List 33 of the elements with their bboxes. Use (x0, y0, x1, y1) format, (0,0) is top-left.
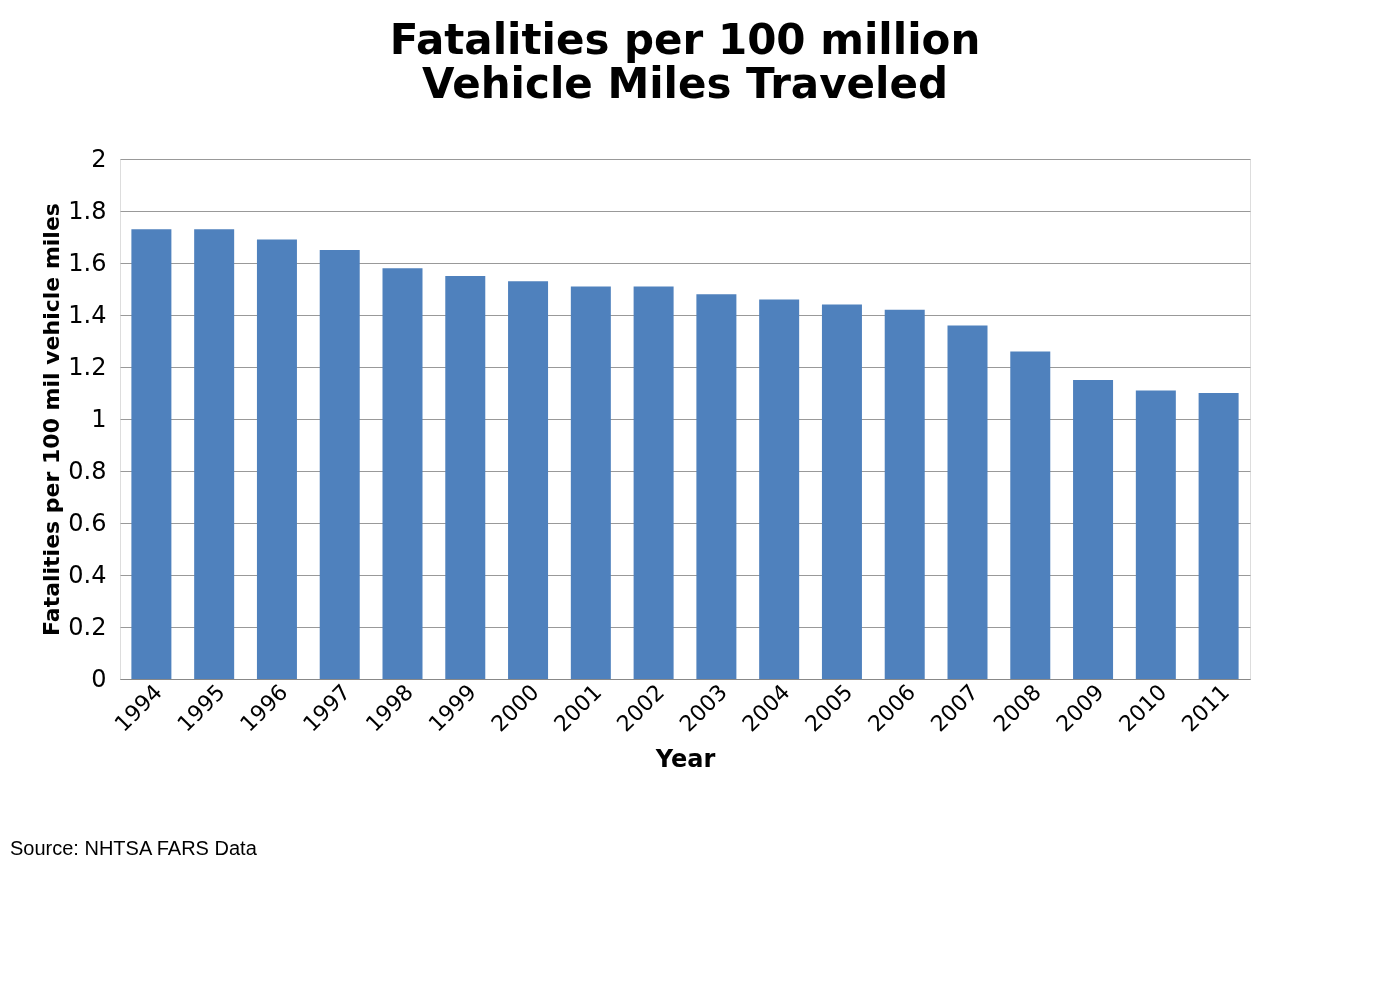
bar (1135, 390, 1176, 679)
text: Fatalities per 100 million (389, 15, 981, 64)
y-tick-label: 0.4 (68, 560, 107, 589)
y-tick-label: 1.6 (68, 248, 107, 277)
y-tick-label: 1.8 (68, 196, 107, 225)
bar (633, 286, 674, 679)
bar (319, 250, 360, 679)
bar (1010, 351, 1051, 679)
y-tick-label: 1 (91, 404, 107, 433)
x-axis-title: Year (654, 744, 716, 773)
bar (194, 229, 235, 679)
y-tick-label: 0.2 (68, 612, 107, 641)
y-tick-label: 0.8 (68, 456, 107, 485)
bar (821, 304, 862, 679)
bar (131, 229, 172, 679)
y-axis-title: Fatalities per 100 mil vehicle miles (39, 203, 65, 636)
y-tick-label: 2 (91, 144, 107, 173)
bar (382, 268, 423, 679)
source-note: Source: NHTSA FARS Data (10, 837, 258, 859)
bar (759, 299, 800, 679)
bar (884, 309, 925, 679)
bar (1073, 380, 1114, 679)
y-tick-label: 0.6 (68, 508, 107, 537)
bar (947, 325, 988, 679)
y-tick-label: 1.2 (68, 352, 107, 381)
bar (256, 239, 297, 679)
bar (570, 286, 611, 679)
bar (1198, 393, 1239, 679)
bar (445, 276, 486, 679)
y-tick-label: 1.4 (68, 300, 107, 329)
bar (508, 281, 549, 679)
bar (696, 294, 737, 679)
y-tick-label: 0 (91, 664, 107, 693)
